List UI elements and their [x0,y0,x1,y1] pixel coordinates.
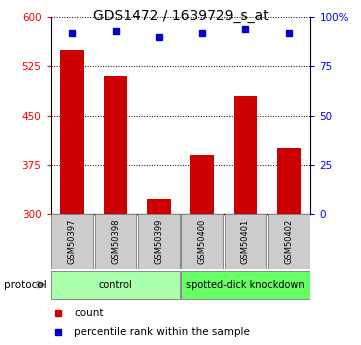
Bar [51,215,93,268]
Bar [138,215,180,268]
Text: protocol: protocol [4,280,46,289]
Text: GSM50402: GSM50402 [284,219,293,264]
Text: GSM50399: GSM50399 [155,219,163,264]
Bar [268,215,310,268]
Bar [95,215,136,268]
Bar [181,270,310,298]
Text: GDS1472 / 1639729_s_at: GDS1472 / 1639729_s_at [93,9,268,23]
Text: GSM50401: GSM50401 [241,219,250,264]
Text: count: count [74,308,104,318]
Bar [51,270,180,298]
Text: spotted-dick knockdown: spotted-dick knockdown [186,280,305,289]
Bar [277,148,301,214]
Bar [60,50,84,214]
Text: GSM50398: GSM50398 [111,219,120,264]
Bar [225,215,266,268]
Text: control: control [99,280,132,289]
Bar [147,199,171,214]
Bar [104,76,127,214]
Bar [181,215,223,268]
Bar [234,96,257,214]
Text: percentile rank within the sample: percentile rank within the sample [74,327,250,337]
Bar [190,155,214,214]
Text: GSM50397: GSM50397 [68,219,77,264]
Text: GSM50400: GSM50400 [198,219,206,264]
